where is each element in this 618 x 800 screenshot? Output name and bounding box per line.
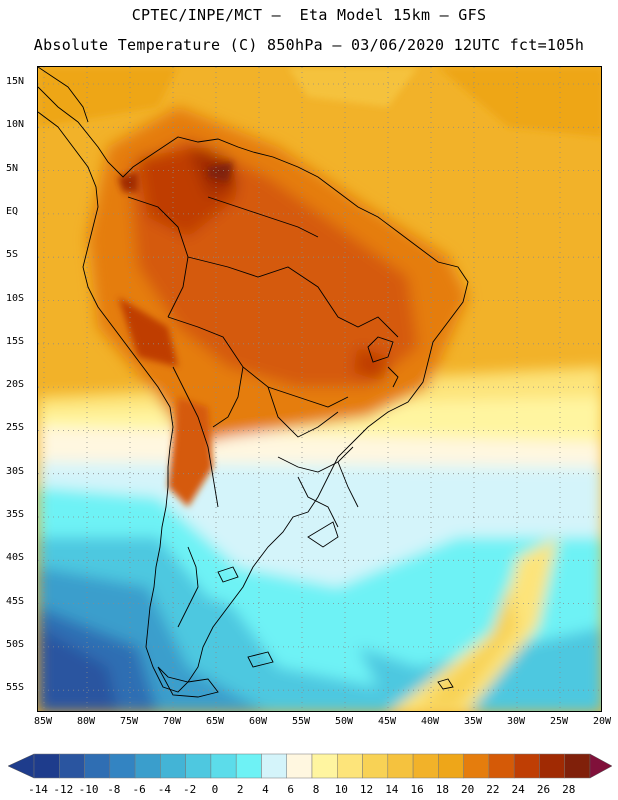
colorbar-swatch xyxy=(412,753,439,779)
latitude-label: 5S xyxy=(6,249,19,261)
latitude-label: 40S xyxy=(6,552,25,564)
chart-title-line1: CPTEC/INPE/MCT – Eta Model 15km – GFS xyxy=(131,6,487,24)
graticule xyxy=(38,67,601,711)
colorbar-tick-label: -6 xyxy=(132,783,146,796)
chart-title-line2: Absolute Temperature (C) 850hPa – 03/06/… xyxy=(33,36,585,54)
longitude-label: 80W xyxy=(76,716,96,727)
latitude-label: 45S xyxy=(6,595,25,607)
latitude-label: 10N xyxy=(6,119,25,131)
colorbar-swatch xyxy=(362,753,389,779)
latitude-label: 55S xyxy=(6,682,25,694)
longitude-label: 85W xyxy=(33,716,53,727)
latitude-label: 10S xyxy=(6,292,25,304)
colorbar-swatch xyxy=(387,753,414,779)
colorbar-tick-label: -4 xyxy=(157,783,171,796)
colorbar-swatch xyxy=(337,753,363,779)
colorbar-swatch xyxy=(539,753,565,779)
colorbar-tick-label: 28 xyxy=(562,783,576,796)
latitude-label: 50S xyxy=(6,638,25,650)
longitude-label: 60W xyxy=(248,716,268,727)
latitude-label: 30S xyxy=(6,465,25,477)
longitude-label: 55W xyxy=(291,716,311,727)
colorbar-tick-label: 12 xyxy=(359,783,374,796)
colorbar-tick-label: 26 xyxy=(536,783,551,796)
longitude-label: 50W xyxy=(334,716,354,727)
colorbar-tick-label: 10 xyxy=(334,783,348,796)
colorbar-tick-label: 4 xyxy=(262,783,269,796)
colorbar-swatch xyxy=(564,753,591,779)
colorbar-tick-label: -10 xyxy=(78,783,99,796)
colorbar-tick-label: 0 xyxy=(211,783,219,796)
colorbar-tick-label: 6 xyxy=(287,783,295,796)
colorbar-lower-arrow-icon xyxy=(7,753,35,779)
colorbar-tick-label: 24 xyxy=(511,783,525,796)
latitude-label: 25S xyxy=(6,422,25,434)
colorbar-swatch xyxy=(438,753,464,779)
colorbar xyxy=(7,753,613,779)
temperature-map-icon xyxy=(38,67,601,711)
temperature-map xyxy=(37,66,602,712)
colorbar-swatch xyxy=(235,753,262,779)
temperature-field xyxy=(38,67,601,711)
colorbar-swatch xyxy=(134,753,161,779)
colorbar-swatch xyxy=(185,753,212,779)
colorbar-tick-label: -14 xyxy=(28,783,48,796)
longitude-label: 65W xyxy=(205,716,225,727)
colorbar-tick-label: 18 xyxy=(435,783,449,796)
latitude-label: 20S xyxy=(6,379,25,391)
latitude-label: 15N xyxy=(6,76,25,87)
colorbar-tick-label: -12 xyxy=(53,783,74,796)
colorbar-swatch xyxy=(513,753,540,779)
colorbar-swatch xyxy=(463,753,490,779)
colorbar-swatch xyxy=(210,753,237,779)
latitude-label: 15S xyxy=(6,335,25,347)
colorbar-swatch xyxy=(59,753,85,779)
latitude-label: EQ xyxy=(6,205,19,217)
longitude-label: 75W xyxy=(119,716,139,727)
longitude-label: 20W xyxy=(592,716,612,727)
colorbar-swatch xyxy=(160,753,186,779)
colorbar-tick-label: 20 xyxy=(461,783,475,796)
colorbar-tick-label: 22 xyxy=(486,783,500,796)
longitude-label: 35W xyxy=(463,716,483,727)
colorbar-swatch xyxy=(261,753,287,779)
colorbar-swatch xyxy=(33,753,60,779)
colorbar-tick-label: -8 xyxy=(107,783,121,796)
longitude-label: 45W xyxy=(377,716,397,727)
colorbar-swatch xyxy=(286,753,313,779)
longitude-label: 25W xyxy=(549,716,569,727)
colorbar-swatch xyxy=(311,753,338,779)
colorbar-tick-label: 14 xyxy=(385,783,399,796)
colorbar-tick-label: -2 xyxy=(183,783,197,796)
colorbar-tick-label: 8 xyxy=(312,783,320,796)
colorbar-tick-label: 2 xyxy=(236,783,244,796)
coastline-borders xyxy=(38,67,469,698)
colorbar-swatch xyxy=(84,753,111,779)
latitude-label: 5N xyxy=(6,162,19,174)
longitude-label: 40W xyxy=(420,716,440,727)
longitude-label: 70W xyxy=(162,716,182,727)
colorbar-upper-arrow-icon xyxy=(589,753,613,779)
longitude-label: 30W xyxy=(506,716,526,727)
colorbar-swatch xyxy=(109,753,136,779)
colorbar-tick-label: 16 xyxy=(410,783,424,796)
colorbar-swatch xyxy=(488,753,515,779)
latitude-label: 35S xyxy=(6,509,25,520)
